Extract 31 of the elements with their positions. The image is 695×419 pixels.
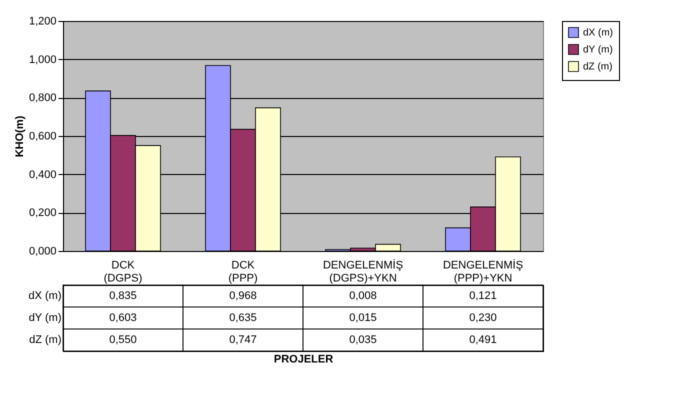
- text: PROJELER: [274, 354, 334, 366]
- x-tick-label: DCK (DGPS): [104, 260, 142, 284]
- data-label: 0,230: [469, 312, 497, 324]
- data-label: 0,491: [469, 334, 497, 346]
- text: dX (m): [28, 290, 62, 302]
- y-tick-label: 1,000: [28, 54, 56, 66]
- data-label: 0,015: [349, 312, 377, 324]
- x-tick-label: DCK (PPP): [228, 260, 258, 284]
- text: dY (m): [28, 312, 62, 324]
- data-label: 0,008: [349, 290, 377, 302]
- data-label: 0,603: [109, 312, 137, 324]
- data-label: 0,968: [229, 290, 257, 302]
- text: dZ (m): [29, 334, 62, 346]
- data-label: 0,747: [229, 334, 257, 346]
- data-label: 0,121: [469, 290, 497, 302]
- x-tick-label: DENGELENMİŞ (DGPS)+YKN: [322, 258, 404, 284]
- y-tick-label: 0,400: [28, 168, 56, 181]
- y-tick-label: 0,800: [28, 92, 56, 104]
- x-tick-label: DENGELENMİŞ (PPP)+YKN: [442, 258, 524, 284]
- legend-label: dY (m): [583, 44, 613, 56]
- data-label: 0,550: [109, 334, 137, 346]
- legend-label: dX (m): [583, 28, 613, 38]
- y-tick-label: 0,600: [28, 130, 56, 142]
- data-label: 0,835: [109, 290, 137, 302]
- data-label: 0,035: [349, 334, 377, 346]
- data-label: 0,635: [229, 312, 257, 324]
- legend-label: dZ (m): [583, 62, 612, 72]
- y-tick-label: 1,200: [28, 16, 56, 28]
- y-tick-label: 0,200: [28, 207, 56, 220]
- y-axis-title: KHO(m): [14, 115, 26, 158]
- y-tick-label: 0,000: [28, 246, 56, 258]
